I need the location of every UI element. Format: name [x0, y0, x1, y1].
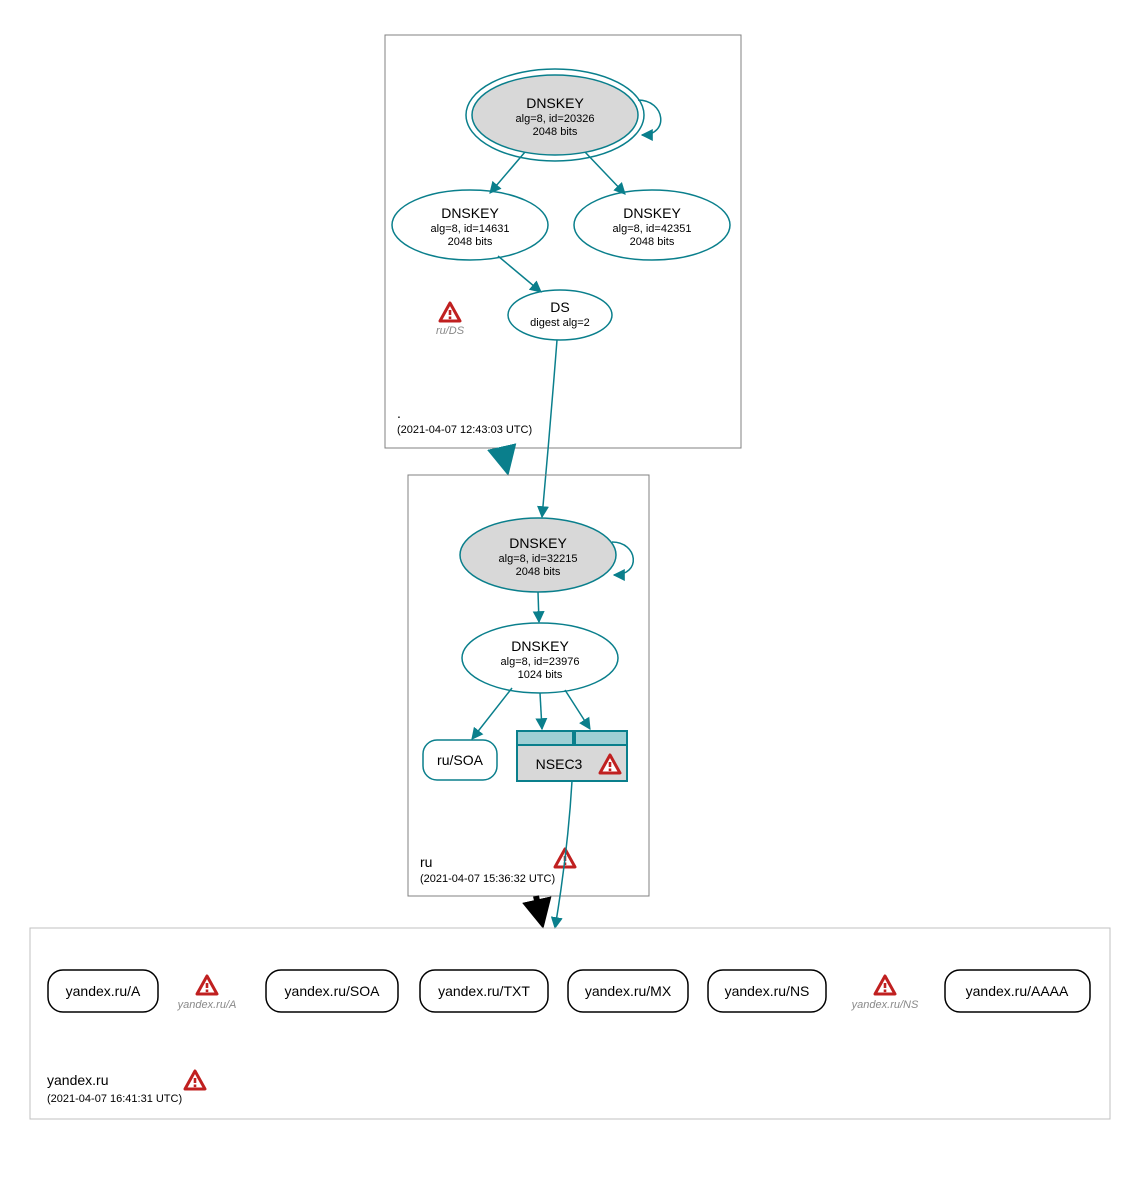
svg-text:yandex.ru/TXT: yandex.ru/TXT	[438, 983, 530, 999]
svg-text:alg=8, id=42351: alg=8, id=42351	[613, 223, 692, 235]
zone-time-ru: (2021-04-07 15:36:32 UTC)	[420, 873, 555, 885]
svg-text:2048 bits: 2048 bits	[630, 236, 675, 248]
svg-text:DS: DS	[550, 299, 569, 315]
dnssec-diagram: . (2021-04-07 12:43:03 UTC) DNSKEY alg=8…	[20, 20, 1131, 1179]
svg-text:DNSKEY: DNSKEY	[623, 205, 681, 221]
node-nsec3: NSEC3	[517, 731, 627, 781]
warning-yandex-ns: yandex.ru/NS	[851, 976, 919, 1011]
edge-zsk1-ds	[498, 256, 541, 292]
node-ru-soa: ru/SOA	[423, 740, 497, 780]
node-root-ksk: DNSKEY alg=8, id=20326 2048 bits	[466, 69, 644, 161]
zone-time-root: (2021-04-07 12:43:03 UTC)	[397, 424, 532, 436]
svg-text:ru/DS: ru/DS	[436, 325, 465, 337]
svg-text:ru/SOA: ru/SOA	[437, 752, 484, 768]
svg-text:alg=8, id=23976: alg=8, id=23976	[501, 656, 580, 668]
svg-text:DNSKEY: DNSKEY	[526, 95, 584, 111]
svg-text:DNSKEY: DNSKEY	[511, 638, 569, 654]
svg-text:alg=8, id=20326: alg=8, id=20326	[516, 113, 595, 125]
warning-yandex-a: yandex.ru/A	[177, 976, 237, 1011]
edge-ruzsk-nsec3b	[565, 690, 590, 729]
svg-text:yandex.ru/AAAA: yandex.ru/AAAA	[966, 983, 1069, 999]
svg-text:DNSKEY: DNSKEY	[509, 535, 567, 551]
svg-text:NSEC3: NSEC3	[536, 756, 583, 772]
node-root-zsk2: DNSKEY alg=8, id=42351 2048 bits	[574, 190, 730, 260]
edge-ruzsk-nsec3a	[540, 693, 542, 729]
record-yandex-soa: yandex.ru/SOA	[266, 970, 398, 1012]
zone-time-yandex: (2021-04-07 16:41:31 UTC)	[47, 1093, 182, 1105]
node-ru-zsk: DNSKEY alg=8, id=23976 1024 bits	[462, 623, 618, 693]
svg-text:yandex.ru/NS: yandex.ru/NS	[851, 999, 919, 1011]
svg-text:alg=8, id=32215: alg=8, id=32215	[499, 553, 578, 565]
edge-root-to-ru	[502, 448, 507, 470]
warning-ru-ds: ru/DS	[436, 303, 465, 337]
node-ds: DS digest alg=2	[508, 290, 612, 340]
zone-name-yandex: yandex.ru	[47, 1072, 108, 1088]
record-yandex-txt: yandex.ru/TXT	[420, 970, 548, 1012]
record-yandex-mx: yandex.ru/MX	[568, 970, 688, 1012]
svg-text:alg=8, id=14631: alg=8, id=14631	[431, 223, 510, 235]
svg-text:2048 bits: 2048 bits	[448, 236, 493, 248]
edge-ru-to-yandex	[536, 896, 542, 923]
svg-text:yandex.ru/NS: yandex.ru/NS	[725, 983, 810, 999]
svg-text:2048 bits: 2048 bits	[533, 126, 578, 138]
svg-text:1024 bits: 1024 bits	[518, 669, 563, 681]
edge-ruzsk-soa	[472, 688, 512, 739]
record-yandex-aaaa: yandex.ru/AAAA	[945, 970, 1090, 1012]
record-yandex-ns: yandex.ru/NS	[708, 970, 826, 1012]
edge-ksk-zsk2	[585, 152, 625, 194]
svg-text:yandex.ru/A: yandex.ru/A	[177, 999, 237, 1011]
node-root-zsk1: DNSKEY alg=8, id=14631 2048 bits	[392, 190, 548, 260]
svg-text:digest alg=2: digest alg=2	[530, 317, 590, 329]
node-ru-ksk: DNSKEY alg=8, id=32215 2048 bits	[460, 518, 616, 592]
zone-name-root: .	[397, 405, 401, 421]
edge-ksk-zsk1	[490, 152, 525, 193]
record-yandex-a: yandex.ru/A	[48, 970, 158, 1012]
zone-name-ru: ru	[420, 854, 432, 870]
svg-text:yandex.ru/SOA: yandex.ru/SOA	[285, 983, 381, 999]
svg-text:2048 bits: 2048 bits	[516, 566, 561, 578]
svg-text:yandex.ru/A: yandex.ru/A	[66, 983, 141, 999]
svg-text:DNSKEY: DNSKEY	[441, 205, 499, 221]
svg-text:yandex.ru/MX: yandex.ru/MX	[585, 983, 672, 999]
edge-ruksk-ruzsk	[538, 592, 539, 622]
warning-yandex-zone	[185, 1071, 205, 1089]
edge-ds-ruksk	[542, 340, 557, 517]
